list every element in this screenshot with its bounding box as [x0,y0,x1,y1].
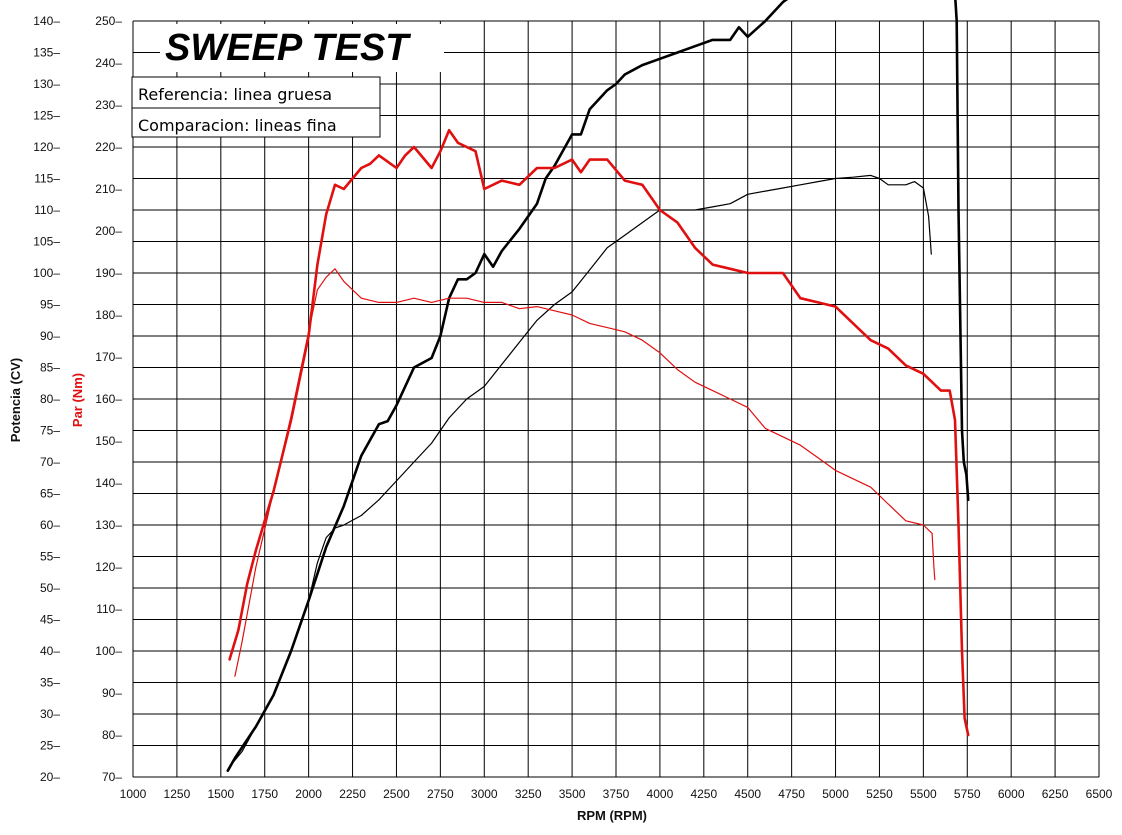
power-tick-label: 125– [33,109,60,123]
torque-tick-label: 230– [95,98,122,112]
torque-tick-label: 150– [95,434,122,448]
power-tick-label: 115– [34,172,60,186]
curves [226,0,970,772]
power-tick-label: 30– [40,707,60,721]
torque-tick-label: 200– [95,224,122,238]
x-tick-label: 1750 [251,787,278,801]
x-tick-label: 2750 [427,787,454,801]
x-tick-label: 2000 [295,787,322,801]
x-tick-label: 6500 [1086,787,1113,801]
x-tick-label: 1250 [164,787,191,801]
x-tick-label: 2500 [383,787,410,801]
power-tick-label: 135– [33,46,60,60]
power-tick-label: 90– [40,329,60,343]
torque-tick-label: 70– [102,770,122,784]
tick-labels: 1000 1250 1500 1750 2000 2250 2500 2750 3000 3250… [33,14,1112,801]
grid [132,20,1100,778]
x-tick-label: 5000 [822,787,849,801]
x-tick-label: 5750 [954,787,981,801]
power-tick-label: 110– [34,203,60,217]
x-tick-label: 1500 [207,787,234,801]
torque-tick-label: 120– [95,560,122,574]
title-background [160,24,444,72]
torque-tick-label: 160– [95,392,122,406]
torque-tick-label: 80– [102,728,122,742]
x-tick-label: 6000 [998,787,1025,801]
chart-title: SWEEP TEST [165,27,411,69]
x-tick-label: 6250 [1042,787,1069,801]
power-tick-label: 55– [40,550,60,564]
y-axis-label-torque: Par (Nm) [70,373,85,427]
x-tick-label: 4500 [734,787,761,801]
power-tick-label: 20– [40,770,60,784]
power-tick-label: 120– [33,140,60,154]
power-tick-label: 40– [40,644,60,658]
x-tick-label: 5250 [866,787,893,801]
x-tick-label: 3250 [515,787,542,801]
torque-tick-label: 250– [95,14,122,28]
power-tick-label: 130– [33,77,60,91]
legend-entry-comparison: Comparacion: lineas fina [138,116,337,135]
comparison-torque-curve [234,268,936,677]
x-tick-label: 1000 [120,787,147,801]
x-tick-label: 2250 [339,787,366,801]
power-tick-label: 95– [40,298,60,312]
power-tick-label: 70– [40,455,60,469]
power-tick-label: 25– [40,739,60,753]
power-tick-label: 105– [33,235,60,249]
power-tick-label: 85– [40,361,60,375]
torque-tick-label: 100– [95,644,122,658]
x-tick-label: 4250 [690,787,717,801]
reference-torque-curve [228,128,970,737]
x-tick-label: 3750 [603,787,630,801]
torque-tick-label: 130– [95,518,122,532]
power-tick-label: 35– [40,676,60,690]
power-tick-label: 65– [40,487,60,501]
power-tick-label: 140– [33,14,60,28]
x-tick-label: 4000 [647,787,674,801]
x-tick-label: 3000 [471,787,498,801]
torque-tick-label: 240– [95,56,122,70]
power-tick-label: 50– [40,581,60,595]
power-tick-label: 45– [40,613,60,627]
legend-entry-reference: Referencia: linea gruesa [138,85,332,104]
torque-tick-label: 210– [95,182,122,196]
torque-tick-label: 90– [102,686,122,700]
torque-tick-label: 170– [95,350,122,364]
x-tick-label: 4750 [778,787,805,801]
y-axis-label-power: Potencia (CV) [8,358,23,443]
x-axis-label: RPM (RPM) [577,808,647,823]
torque-tick-label: 140– [95,476,122,490]
power-tick-label: 75– [40,424,60,438]
x-tick-label: 5500 [910,787,937,801]
torque-tick-label: 220– [95,140,122,154]
legend-box: Referencia: linea gruesa Comparacion: li… [131,76,381,138]
torque-tick-label: 190– [95,266,122,280]
power-tick-label: 60– [40,518,60,532]
x-tick-label: 3500 [559,787,586,801]
reference-power-curve [226,0,970,772]
torque-tick-label: 180– [95,308,122,322]
power-tick-label: 100– [33,266,60,280]
power-tick-label: 80– [40,392,60,406]
torque-tick-label: 110– [96,602,122,616]
comparison-power-curve [230,174,932,765]
